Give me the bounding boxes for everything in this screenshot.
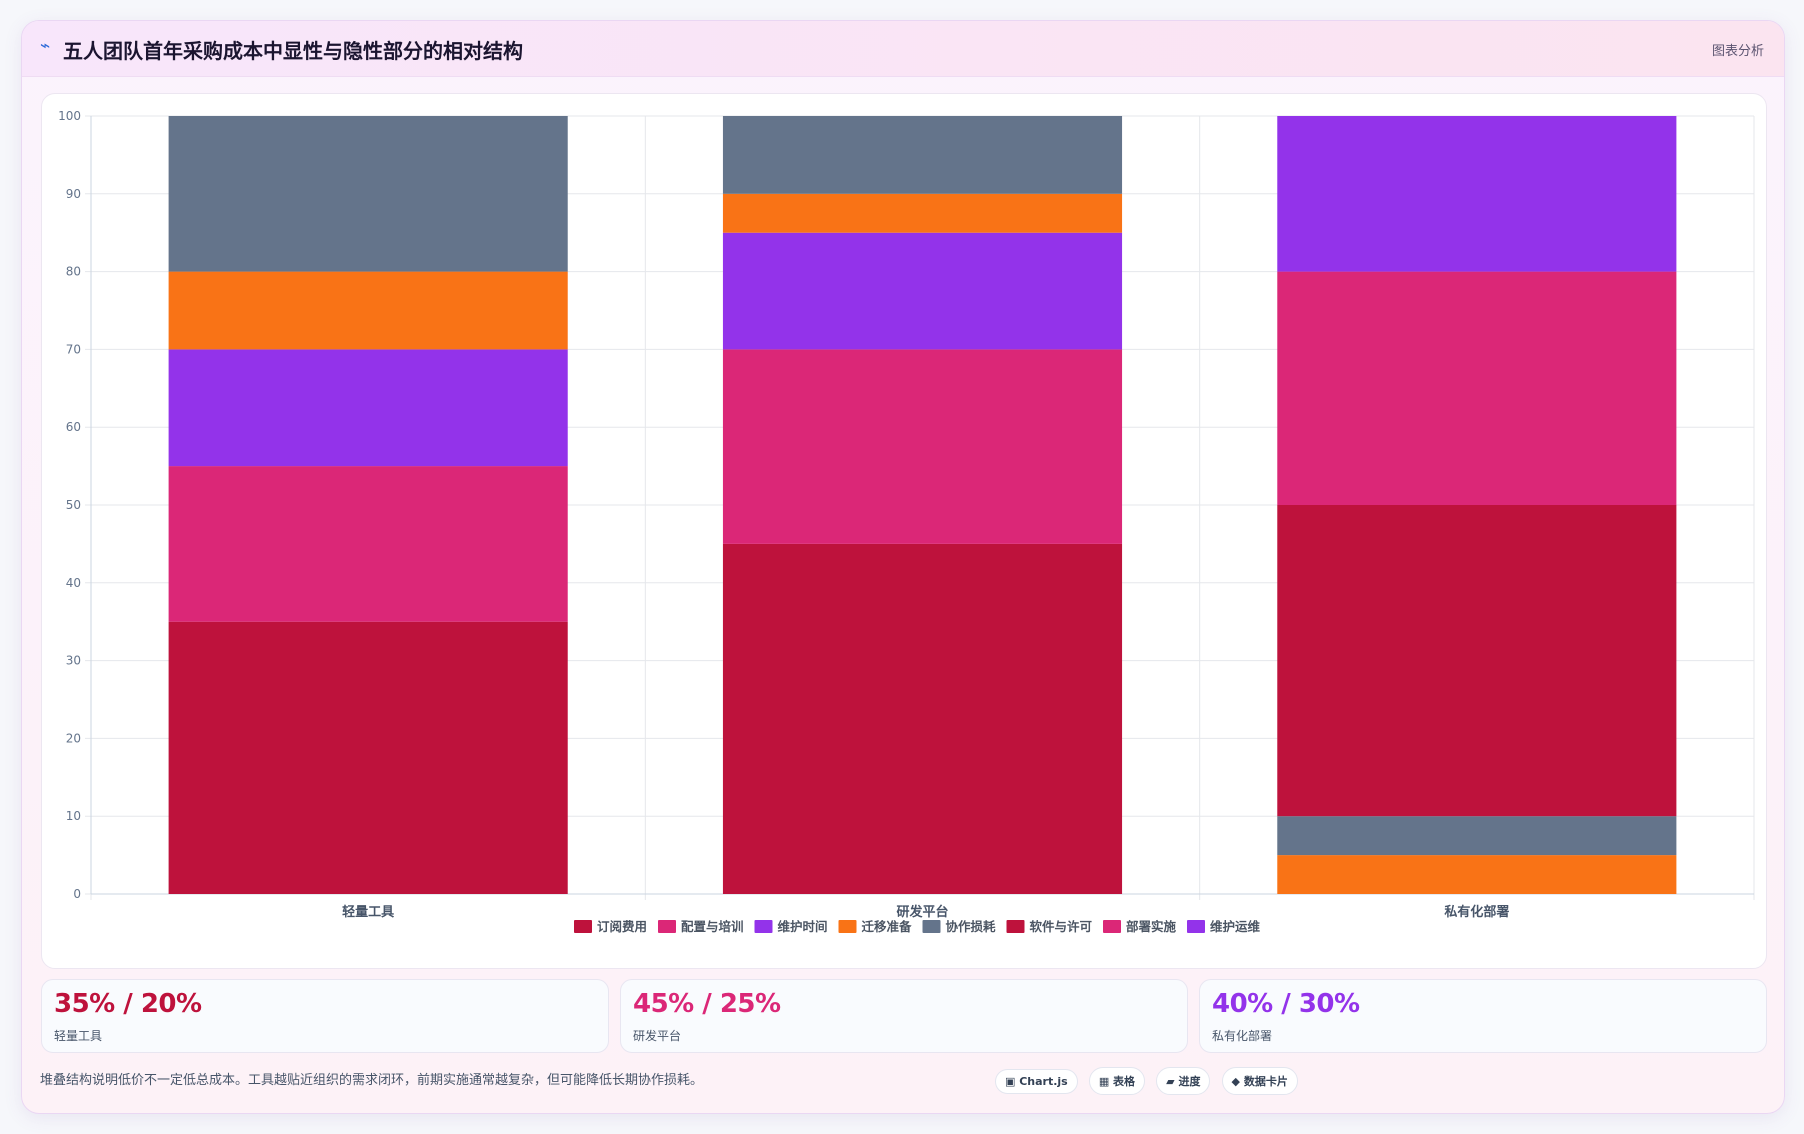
- bar-segment[interactable]: [722, 349, 1123, 544]
- legend-label[interactable]: 维护运维: [1210, 919, 1261, 934]
- bar-segment[interactable]: [168, 271, 568, 350]
- chip-data-card[interactable]: ◆ 数据卡片: [1221, 1067, 1298, 1095]
- y-tick-label: 30: [66, 654, 81, 668]
- legend-label[interactable]: 软件与许可: [1030, 919, 1093, 934]
- legend-label[interactable]: 迁移准备: [862, 919, 913, 934]
- bar-segment[interactable]: [1277, 116, 1677, 272]
- y-tick-label: 10: [66, 809, 81, 823]
- y-tick-label: 60: [66, 420, 81, 434]
- y-tick-label: 0: [73, 887, 81, 901]
- legend-swatch: [1187, 920, 1205, 933]
- legend-swatch: [754, 920, 773, 933]
- legend-label[interactable]: 协作损耗: [946, 919, 997, 934]
- chip-progress[interactable]: ▰ 进度: [1156, 1067, 1211, 1095]
- y-tick-label: 40: [66, 576, 81, 590]
- legend-label[interactable]: 配置与培训: [681, 919, 744, 934]
- footer-note: 堆叠结构说明低价不一定低总成本。工具越贴近组织的需求闭环，前期实施通常越复杂，但…: [40, 1073, 704, 1088]
- stat-card: 40% / 30% 私有化部署: [1199, 979, 1767, 1053]
- bar-segment[interactable]: [722, 232, 1123, 350]
- bar-segment[interactable]: [168, 116, 568, 272]
- bar-segment[interactable]: [168, 349, 568, 467]
- bar-segment[interactable]: [1277, 505, 1677, 817]
- lightning-icon: ⌁: [40, 36, 51, 56]
- page-title: 五人团队首年采购成本中显性与隐性部分的相对结构: [63, 39, 523, 63]
- chip-table[interactable]: ▦ 表格: [1088, 1067, 1146, 1095]
- chart-panel: 0 10 20 30 40 50 60 70 80 90 100 轻量工具 研发平台 私有化部署订阅费用 配…: [41, 93, 1767, 969]
- legend-swatch: [838, 920, 857, 933]
- bar-segment[interactable]: [1277, 855, 1677, 894]
- x-tick-label: 轻量工具: [342, 904, 394, 920]
- legend-swatch: [922, 920, 941, 933]
- legend-label[interactable]: 维护时间: [778, 919, 828, 934]
- x-tick-label: 私有化部署: [1444, 904, 1509, 920]
- bar-segment[interactable]: [722, 543, 1123, 894]
- bar-segment[interactable]: [722, 116, 1123, 194]
- stat-cards: 35% / 20% 轻量工具 45% / 25% 研发平台 40% / 30% …: [41, 979, 1767, 1053]
- stat-label: 私有化部署: [1212, 1029, 1273, 1043]
- legend-label[interactable]: 部署实施: [1126, 919, 1177, 934]
- stat-card: 45% / 25% 研发平台: [620, 979, 1188, 1053]
- y-tick-label: 90: [66, 187, 81, 201]
- chip-group: ▣ Chart.js ▦ 表格 ▰ 进度 ◆ 数据卡片: [995, 1067, 1304, 1095]
- legend-swatch: [658, 920, 676, 933]
- stat-label: 研发平台: [633, 1029, 682, 1043]
- x-tick-label: 研发平台: [896, 904, 948, 920]
- y-tick-label: 100: [58, 109, 81, 123]
- legend-swatch: [1006, 920, 1025, 933]
- bar-segment[interactable]: [168, 621, 568, 894]
- y-tick-label: 50: [66, 498, 81, 512]
- legend-swatch: [574, 920, 592, 933]
- y-tick-label: 80: [66, 265, 81, 279]
- chart-card: ⌁ 五人团队首年采购成本中显性与隐性部分的相对结构 图表分析 0 10 20 30 40…: [21, 20, 1785, 1114]
- analysis-tag[interactable]: 图表分析: [1711, 44, 1764, 59]
- y-tick-label: 70: [66, 342, 81, 356]
- bar-segment[interactable]: [1277, 816, 1677, 856]
- y-tick-label: 20: [66, 731, 81, 745]
- stat-value: 45% / 25%: [633, 989, 781, 1019]
- stat-card: 35% / 20% 轻量工具: [41, 979, 609, 1053]
- stat-value: 35% / 20%: [54, 989, 202, 1019]
- stat-label: 轻量工具: [54, 1029, 103, 1043]
- card-header: ⌁ 五人团队首年采购成本中显性与隐性部分的相对结构 图表分析: [22, 21, 1784, 77]
- legend-label[interactable]: 订阅费用: [597, 919, 647, 934]
- bar-segment[interactable]: [168, 466, 568, 622]
- chip-chartjs[interactable]: ▣ Chart.js: [995, 1069, 1078, 1094]
- stat-value: 40% / 30%: [1212, 989, 1360, 1019]
- legend-swatch: [1103, 920, 1121, 933]
- bar-segment[interactable]: [722, 193, 1123, 233]
- bar-segment[interactable]: [1277, 271, 1677, 505]
